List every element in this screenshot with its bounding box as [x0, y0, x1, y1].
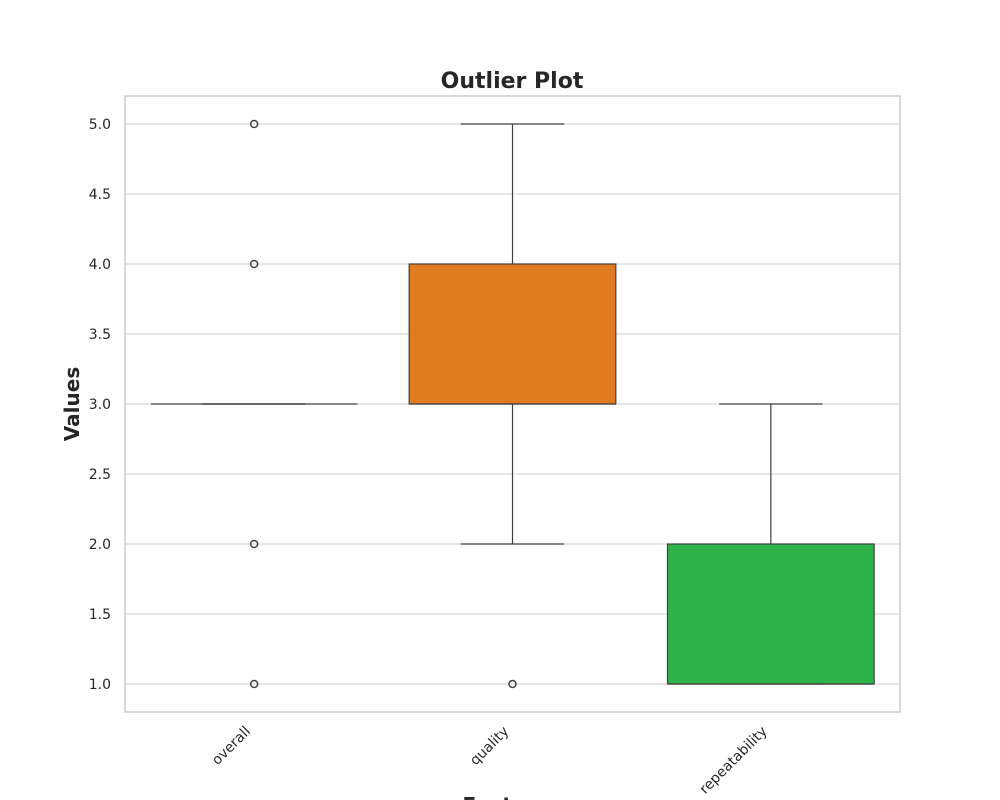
- plot-frame: [124, 95, 901, 713]
- x-tick-label: repeatability: [697, 724, 771, 798]
- y-tick-label: 2.5: [89, 467, 111, 483]
- y-tick-label: 1.5: [89, 607, 111, 623]
- y-tick-label: 3.0: [89, 397, 111, 413]
- x-tick-label: quality: [467, 724, 512, 769]
- y-tick-label: 3.5: [89, 327, 111, 343]
- outlier: [249, 119, 259, 129]
- outlier: [508, 679, 517, 689]
- outlier: [249, 679, 259, 689]
- y-tick-label: 5.0: [89, 117, 111, 133]
- y-tick-label: 1.0: [89, 677, 111, 693]
- outlier: [249, 259, 259, 269]
- y-tick-label: 4.5: [89, 187, 111, 203]
- y-tick-label: 4.0: [89, 257, 111, 273]
- outlier: [249, 539, 259, 549]
- y-tick-label: 2.0: [89, 537, 111, 553]
- y-axis-label: Values: [60, 367, 84, 441]
- x-tick-label: overall: [209, 724, 254, 769]
- x-axis-label: Features: [462, 793, 561, 800]
- box: [408, 263, 617, 405]
- chart-title: Outlier Plot: [441, 69, 584, 94]
- box: [666, 543, 875, 685]
